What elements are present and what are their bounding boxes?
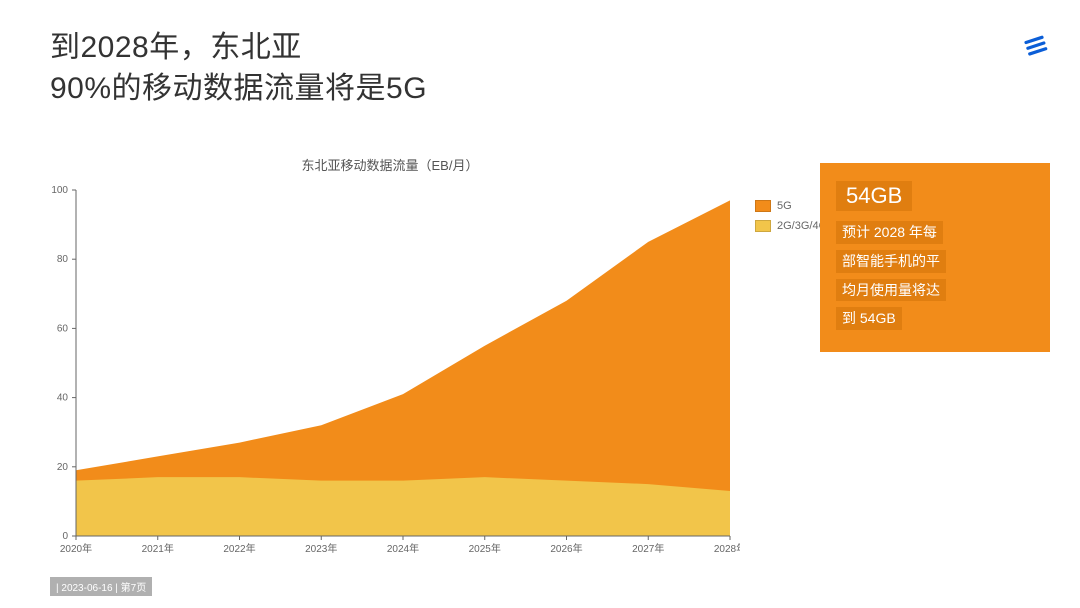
svg-text:2024年: 2024年	[387, 542, 419, 555]
legend-item-234g: 2G/3G/4G	[755, 220, 827, 232]
legend-swatch-5g	[755, 200, 771, 212]
svg-text:2023年: 2023年	[305, 542, 337, 555]
svg-text:2021年: 2021年	[142, 542, 174, 555]
chart-legend: 5G 2G/3G/4G	[755, 200, 827, 240]
svg-text:2026年: 2026年	[550, 542, 582, 555]
svg-text:40: 40	[57, 393, 69, 404]
callout-line-1: 预计 2028 年每	[836, 221, 943, 244]
legend-item-5g: 5G	[755, 200, 827, 212]
svg-text:2027年: 2027年	[632, 542, 664, 555]
svg-text:60: 60	[57, 323, 69, 334]
svg-text:2025年: 2025年	[469, 542, 501, 555]
chart-title: 东北亚移动数据流量（EB/月）	[40, 155, 740, 174]
svg-text:20: 20	[57, 462, 69, 473]
chart-canvas: 0 20 40 60 80 100 2020年 2021年 2022年 2023年 2024年 202…	[40, 180, 740, 560]
title-line-1: 到2028年，东北亚	[50, 28, 427, 69]
svg-text:80: 80	[57, 254, 69, 265]
svg-text:2028年: 2028年	[714, 542, 740, 555]
callout-box: 54GB 预计 2028 年每 部智能手机的平 均月使用量将达 到 54GB	[820, 163, 1050, 352]
traffic-area-chart: 东北亚移动数据流量（EB/月） 0 20 40 60 80 100 2020年 2021年 20…	[40, 155, 740, 555]
callout-line-4: 到 54GB	[836, 307, 902, 330]
legend-label-5g: 5G	[777, 200, 792, 212]
callout-headline: 54GB	[836, 181, 912, 211]
page-title-block: 到2028年，东北亚 90%的移动数据流量将是5G	[50, 28, 427, 109]
callout-line-2: 部智能手机的平	[836, 250, 946, 273]
brand-logo-icon	[1022, 32, 1050, 65]
svg-text:0: 0	[62, 531, 68, 542]
legend-swatch-234g	[755, 220, 771, 232]
callout-line-3: 均月使用量将达	[836, 279, 946, 302]
svg-text:100: 100	[51, 185, 68, 196]
svg-text:2020年: 2020年	[60, 542, 92, 555]
svg-text:2022年: 2022年	[223, 542, 255, 555]
title-line-2: 90%的移动数据流量将是5G	[50, 69, 427, 110]
footer-pageinfo: | 2023-06-16 | 第7页	[50, 577, 152, 596]
